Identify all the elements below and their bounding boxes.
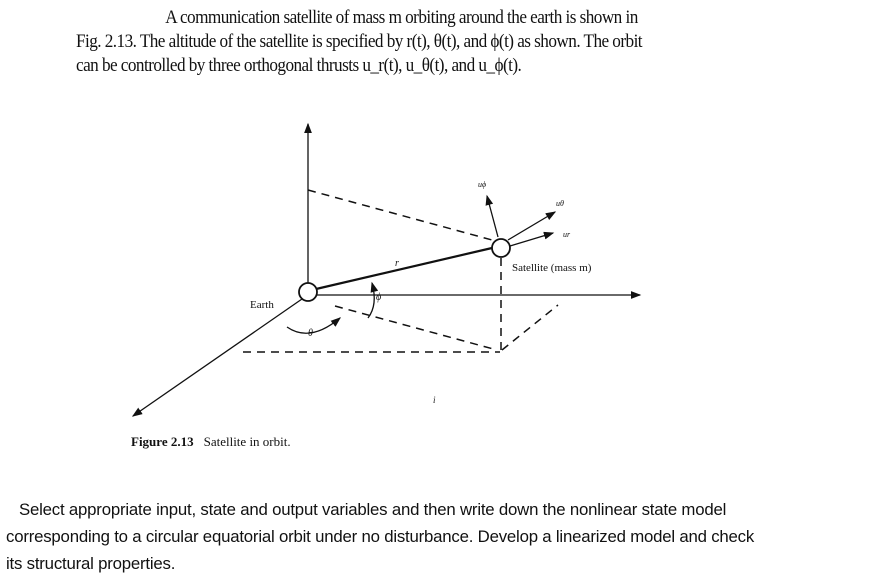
problem-line-1: A communication satellite of mass m orbi… (165, 8, 638, 28)
theta-label: θ (308, 328, 313, 339)
u-r-label: ur (563, 230, 571, 239)
dashed-projection-side (501, 304, 559, 351)
figure-caption: Figure 2.13 Satellite in orbit. (131, 434, 291, 449)
problem-line-2: Fig. 2.13. The altitude of the satellite… (76, 32, 643, 52)
dashed-projection-diagonal (334, 305, 498, 351)
r-label: r (395, 258, 399, 269)
radius-line (315, 246, 493, 291)
u-r-arrow (509, 231, 555, 247)
earth-label: Earth (250, 299, 274, 311)
question-text: Select appropriate input, state and outp… (6, 496, 896, 577)
u-theta-label: uθ (556, 199, 564, 208)
dashed-projection-top (307, 189, 493, 241)
problem-line-3: can be controlled by three orthogonal th… (76, 56, 522, 76)
phi-label: ϕ (376, 292, 381, 303)
satellite-label: Satellite (mass m) (512, 262, 592, 274)
question-line-2: corresponding to a circular equatorial o… (6, 527, 755, 546)
u-phi-arrow (485, 194, 499, 238)
depth-axis (131, 298, 303, 417)
question-line-1: Select appropriate input, state and outp… (19, 500, 727, 519)
caption-text: Satellite in orbit. (204, 434, 291, 449)
question-line-3: its structural properties. (6, 554, 176, 573)
u-phi-label: uϕ (478, 180, 486, 189)
problem-statement: A communication satellite of mass m orbi… (76, 6, 727, 78)
stray-mark: i (433, 395, 436, 405)
caption-label: Figure 2.13 (131, 434, 194, 449)
u-theta-arrow (507, 211, 557, 241)
theta-angle-arc (286, 317, 341, 334)
phi-angle-arc (367, 281, 379, 319)
satellite-orbit-diagram: Earth Satellite (mass m) r ϕ θ uϕ uθ ur … (131, 122, 642, 449)
satellite-circle (491, 238, 511, 258)
earth-circle (298, 282, 318, 302)
